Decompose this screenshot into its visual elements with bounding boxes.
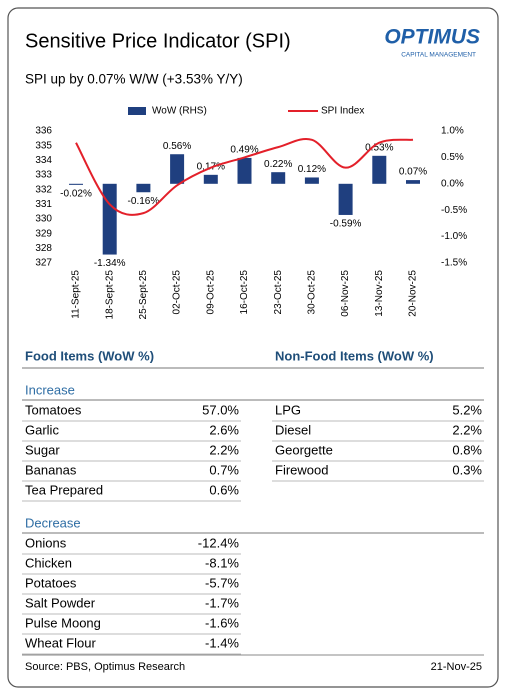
bar	[338, 183, 353, 215]
y2-tick-label: 0.0%	[441, 178, 464, 189]
data-label: 0.22%	[264, 159, 292, 170]
section-label: Increase	[25, 382, 75, 397]
y2-tick-label: -0.5%	[441, 205, 467, 216]
row-value: -12.4%	[198, 535, 240, 550]
row-value: 0.7%	[209, 462, 239, 477]
x-tick-label: 30-Oct-25	[307, 270, 318, 315]
y-tick-label: 336	[35, 126, 52, 137]
data-label: -0.59%	[330, 219, 362, 230]
bar	[304, 177, 319, 184]
data-label: 0.07%	[399, 167, 427, 178]
data-label: -0.16%	[128, 196, 160, 207]
row-label: Potatoes	[25, 575, 77, 590]
data-label: 0.56%	[163, 141, 191, 152]
y-tick-label: 334	[35, 155, 52, 166]
y2-tick-label: -1.5%	[441, 258, 467, 269]
bar	[203, 174, 218, 184]
table-heading: Food Items (WoW %)	[25, 348, 154, 363]
legend-label: SPI Index	[321, 106, 364, 117]
x-tick-label: 23-Oct-25	[273, 270, 284, 315]
row-value: -8.1%	[205, 555, 239, 570]
y-tick-label: 335	[35, 140, 52, 151]
row-label: Salt Powder	[25, 595, 96, 610]
y-tick-label: 332	[35, 184, 52, 195]
row-value: 5.2%	[452, 402, 482, 417]
bar	[136, 183, 151, 193]
row-label: Onions	[25, 535, 67, 550]
source: Source: PBS, Optimus Research	[25, 661, 185, 673]
x-tick-label: 16-Oct-25	[239, 270, 250, 315]
row-value: 0.3%	[452, 462, 482, 477]
row-label: Bananas	[25, 462, 77, 477]
y-tick-label: 333	[35, 170, 52, 181]
bar	[102, 183, 117, 255]
bar	[406, 180, 420, 184]
y2-tick-label: -1.0%	[441, 231, 467, 242]
row-value: 0.6%	[209, 482, 239, 497]
title: Sensitive Price Indicator (SPI)	[25, 30, 291, 52]
data-label: 0.49%	[230, 145, 258, 156]
x-tick-label: 25-Sept-25	[138, 270, 149, 320]
row-label: Pulse Moong	[25, 615, 101, 630]
y-tick-label: 328	[35, 243, 52, 254]
data-label: 0.12%	[298, 164, 326, 175]
y-tick-label: 331	[35, 199, 52, 210]
date: 21-Nov-25	[431, 661, 482, 673]
data-label: 0.53%	[365, 142, 393, 153]
legend-label: WoW (RHS)	[152, 106, 207, 117]
x-tick-label: 18-Sept-25	[104, 270, 115, 320]
row-value: 2.2%	[209, 442, 239, 457]
row-label: Tomatoes	[25, 402, 82, 417]
bar	[170, 154, 185, 184]
x-tick-label: 09-Oct-25	[205, 270, 216, 315]
bar	[69, 183, 83, 185]
line	[75, 138, 414, 216]
legend-swatch	[128, 107, 146, 115]
logo: OPTIMUS	[384, 26, 480, 49]
row-value: -1.7%	[205, 595, 239, 610]
row-label: Wheat Flour	[25, 635, 96, 650]
section-label: Decrease	[25, 515, 81, 530]
row-label: LPG	[275, 402, 301, 417]
y2-tick-label: 1.0%	[441, 126, 464, 137]
row-value: 0.8%	[452, 442, 482, 457]
x-tick-label: 06-Nov-25	[340, 270, 351, 317]
y2-tick-label: 0.5%	[441, 152, 464, 163]
row-label: Sugar	[25, 442, 60, 457]
row-label: Georgette	[275, 442, 333, 457]
bar	[271, 172, 286, 184]
bar	[237, 157, 252, 184]
row-label: Firewood	[275, 462, 328, 477]
row-value: -1.6%	[205, 615, 239, 630]
row-value: -5.7%	[205, 575, 239, 590]
y-tick-label: 330	[35, 214, 52, 225]
row-value: 2.2%	[452, 422, 482, 437]
row-label: Tea Prepared	[25, 482, 103, 497]
y-tick-label: 329	[35, 228, 52, 239]
row-label: Chicken	[25, 555, 72, 570]
row-label: Garlic	[25, 422, 59, 437]
y-tick-label: 327	[35, 258, 52, 269]
bar	[372, 155, 387, 184]
row-label: Diesel	[275, 422, 311, 437]
subtitle: SPI up by 0.07% W/W (+3.53% Y/Y)	[25, 72, 243, 87]
x-tick-label: 11-Sept-25	[71, 270, 82, 319]
data-label: -1.34%	[94, 258, 126, 269]
x-tick-label: 13-Nov-25	[374, 270, 385, 317]
row-value: 2.6%	[209, 422, 239, 437]
data-label: -0.02%	[60, 188, 92, 199]
table-heading: Non-Food Items (WoW %)	[275, 348, 434, 363]
row-value: 57.0%	[202, 402, 239, 417]
row-value: -1.4%	[205, 635, 239, 650]
x-tick-label: 20-Nov-25	[408, 270, 419, 317]
x-tick-label: 02-Oct-25	[172, 270, 183, 315]
logo-sub: CAPITAL MANAGEMENT	[401, 52, 476, 59]
